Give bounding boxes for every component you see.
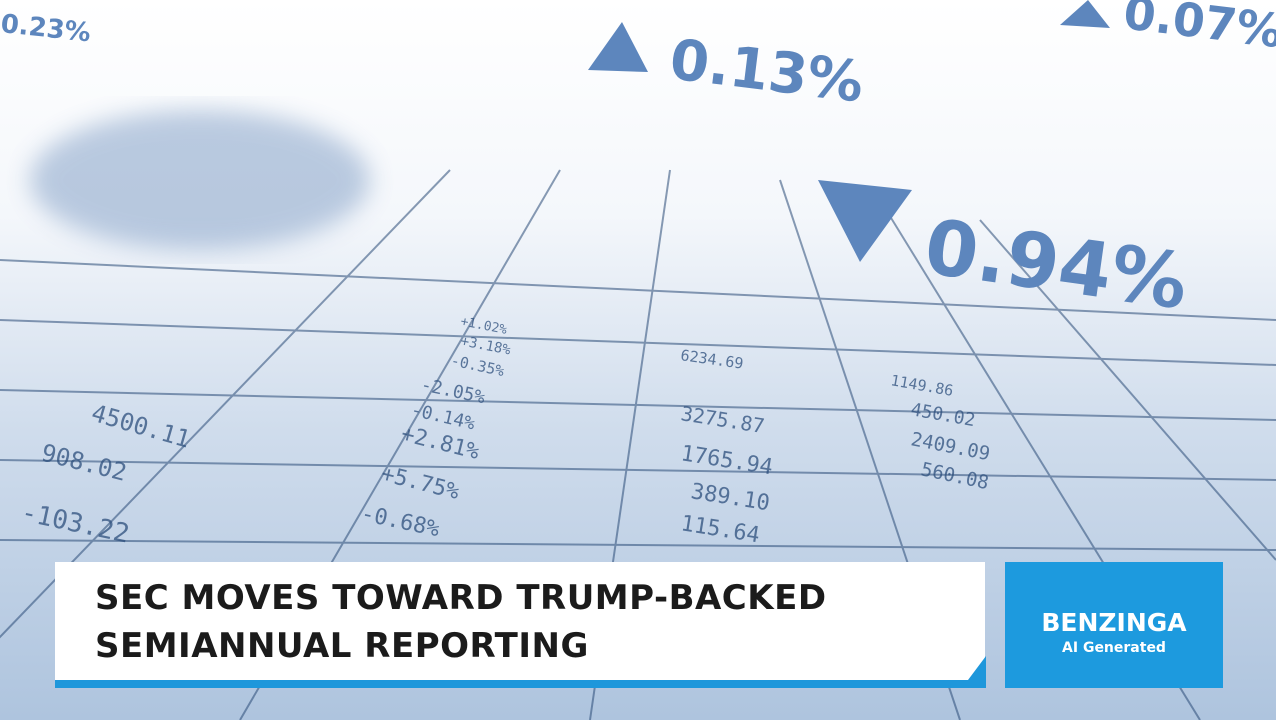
up-arrow bbox=[1060, 0, 1110, 28]
up-arrow bbox=[588, 22, 648, 72]
table-grid bbox=[0, 169, 1276, 720]
brand-badge: BENZINGA AI Generated bbox=[1005, 562, 1223, 688]
headline-line: SEMIANNUAL REPORTING bbox=[95, 626, 589, 666]
headline-line: SEC MOVES TOWARD TRUMP-BACKED bbox=[95, 578, 827, 618]
blur-shape bbox=[30, 110, 370, 250]
brand-label: AI Generated bbox=[1062, 640, 1166, 656]
brand-name: BENZINGA bbox=[1041, 608, 1187, 637]
down-arrow bbox=[818, 180, 912, 262]
banner-accent bbox=[962, 656, 986, 688]
headline-banner: SEC MOVES TOWARD TRUMP-BACKED SEMIANNUAL… bbox=[55, 562, 985, 688]
